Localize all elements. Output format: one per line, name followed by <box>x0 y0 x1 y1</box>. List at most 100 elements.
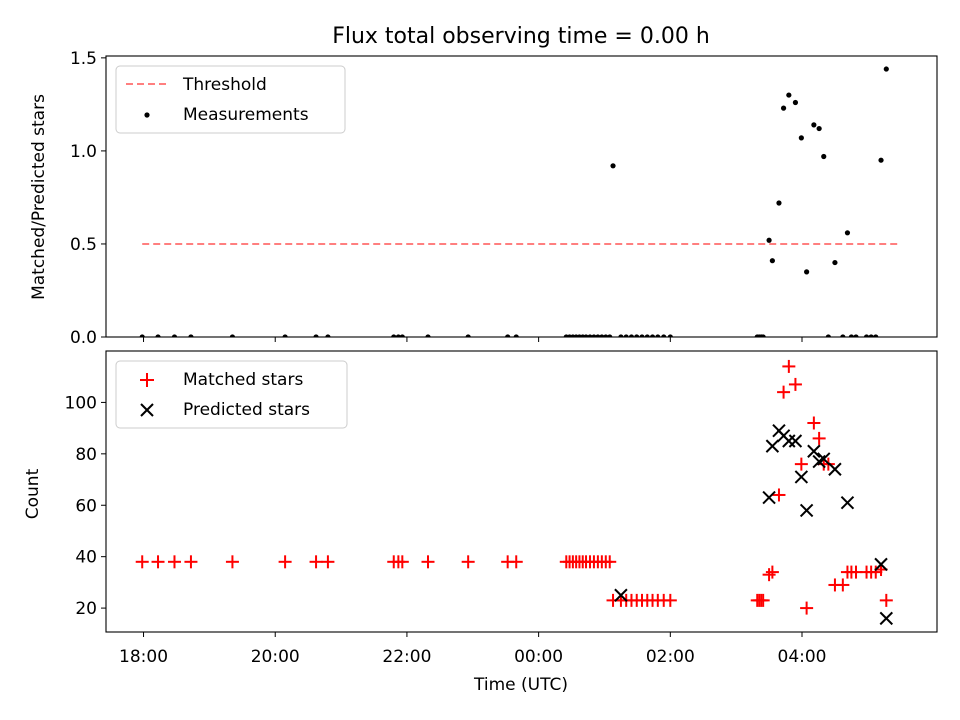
matched-star-point <box>151 555 165 569</box>
matched-star-point <box>167 555 181 569</box>
top-legend: Threshold Measurements <box>115 65 346 134</box>
matched-star-point <box>603 555 617 569</box>
top-x-ticks <box>143 337 803 342</box>
y-tick-label: 100 <box>65 393 97 413</box>
x-tick-label: 02:00 <box>646 647 695 667</box>
top-plot-area <box>139 66 901 337</box>
measurement-point <box>863 334 870 337</box>
measurement-point <box>595 334 601 337</box>
measurement-point <box>769 258 775 264</box>
measurement-point <box>825 334 831 337</box>
measurement-point <box>792 99 799 106</box>
matched-star-point <box>762 568 776 582</box>
measurement-point <box>766 237 772 243</box>
bottom-x-label: Time (UTC) <box>473 675 568 695</box>
measurement-point <box>804 269 810 275</box>
measurement-point <box>873 334 879 337</box>
predicted-star-point <box>807 444 821 458</box>
y-tick-label: 80 <box>75 445 97 465</box>
measurement-point <box>465 334 471 337</box>
matched-star-point <box>225 555 239 569</box>
y-tick-label: 20 <box>75 599 97 619</box>
y-tick-label: 40 <box>75 548 97 568</box>
legend-predicted-label: Predicted stars <box>183 400 310 420</box>
x-tick-label: 20:00 <box>251 647 300 667</box>
matched-star-point <box>794 457 808 471</box>
bottom-legend-box <box>115 360 348 429</box>
measurement-point <box>667 334 673 337</box>
measurement-point <box>628 334 635 337</box>
measurement-point <box>655 334 661 337</box>
measurement-point <box>811 122 817 128</box>
measurement-point <box>607 334 613 337</box>
measurement-point <box>853 334 859 337</box>
measurement-point <box>610 163 616 169</box>
measurement-point <box>505 334 511 337</box>
measurement-point <box>786 92 792 98</box>
measurement-point <box>776 200 782 206</box>
legend-measurements-swatch <box>144 112 150 118</box>
predicted-star-point <box>762 490 776 505</box>
measurement-point <box>816 125 822 132</box>
measurement-point <box>832 259 838 266</box>
predicted-star-point <box>782 434 796 448</box>
x-tick-label: 04:00 <box>778 647 827 667</box>
predicted-star-point <box>879 611 894 626</box>
matched-star-point <box>807 416 821 430</box>
bottom-y-ticks: 20 40 60 80 100 <box>65 393 106 619</box>
measurement-point <box>603 334 609 337</box>
matched-star-point <box>772 488 786 502</box>
measurement-point <box>798 135 804 141</box>
measurement-point <box>282 334 288 337</box>
measurement-point <box>513 334 519 337</box>
matched-star-point <box>782 359 796 373</box>
y-tick-label: 0.0 <box>70 328 97 348</box>
predicted-star-point <box>788 434 803 448</box>
measurement-point <box>229 334 236 337</box>
legend-matched-label: Matched stars <box>183 370 303 390</box>
measurement-point <box>623 334 629 337</box>
matched-star-point <box>836 578 850 592</box>
matched-star-point <box>395 555 409 569</box>
measurement-point <box>591 334 597 337</box>
top-legend-box <box>115 65 346 134</box>
matched-star-point <box>278 555 292 569</box>
x-tick-label: 22:00 <box>382 647 431 667</box>
y-tick-label: 0.5 <box>70 235 97 255</box>
measurement-point <box>883 66 889 72</box>
measurement-point <box>155 334 161 337</box>
bottom-axes-frame <box>105 350 938 633</box>
matched-star-point <box>509 555 523 569</box>
predicted-star-point <box>765 439 780 453</box>
measurement-point <box>878 157 884 163</box>
y-tick-label: 1.0 <box>70 142 97 162</box>
x-tick-label: 18:00 <box>119 647 168 667</box>
measurement-point <box>840 334 846 337</box>
predicted-star-point <box>794 470 809 484</box>
top-title: Flux total observing time = 0.00 h <box>332 24 710 49</box>
top-y-label: Matched/Predicted stars <box>29 94 49 300</box>
measurement-point <box>188 334 194 337</box>
matched-star-point <box>765 565 779 579</box>
measurement-point <box>399 334 405 337</box>
matched-star-point <box>309 555 323 569</box>
measurement-point <box>391 334 397 337</box>
measurement-point <box>821 153 827 160</box>
legend-matched-swatch <box>140 373 154 387</box>
measurement-point <box>661 334 667 337</box>
matched-star-point <box>777 385 791 399</box>
measurement-point <box>313 334 319 337</box>
measurement-point <box>848 334 854 337</box>
measurement-point <box>760 334 766 337</box>
matched-star-point <box>421 555 435 569</box>
top-y-ticks: 0.0 0.5 1.0 1.5 <box>70 49 106 348</box>
legend-measurements-label: Measurements <box>183 105 309 125</box>
matched-star-point <box>184 555 198 569</box>
legend-predicted-swatch <box>140 403 154 417</box>
measurement-point <box>649 334 656 337</box>
matched-star-point <box>756 593 770 607</box>
matched-star-point <box>663 593 677 607</box>
top-panel: Flux total observing time = 0.00 h 0.0 0.… <box>29 24 938 348</box>
measurement-point <box>844 230 851 236</box>
